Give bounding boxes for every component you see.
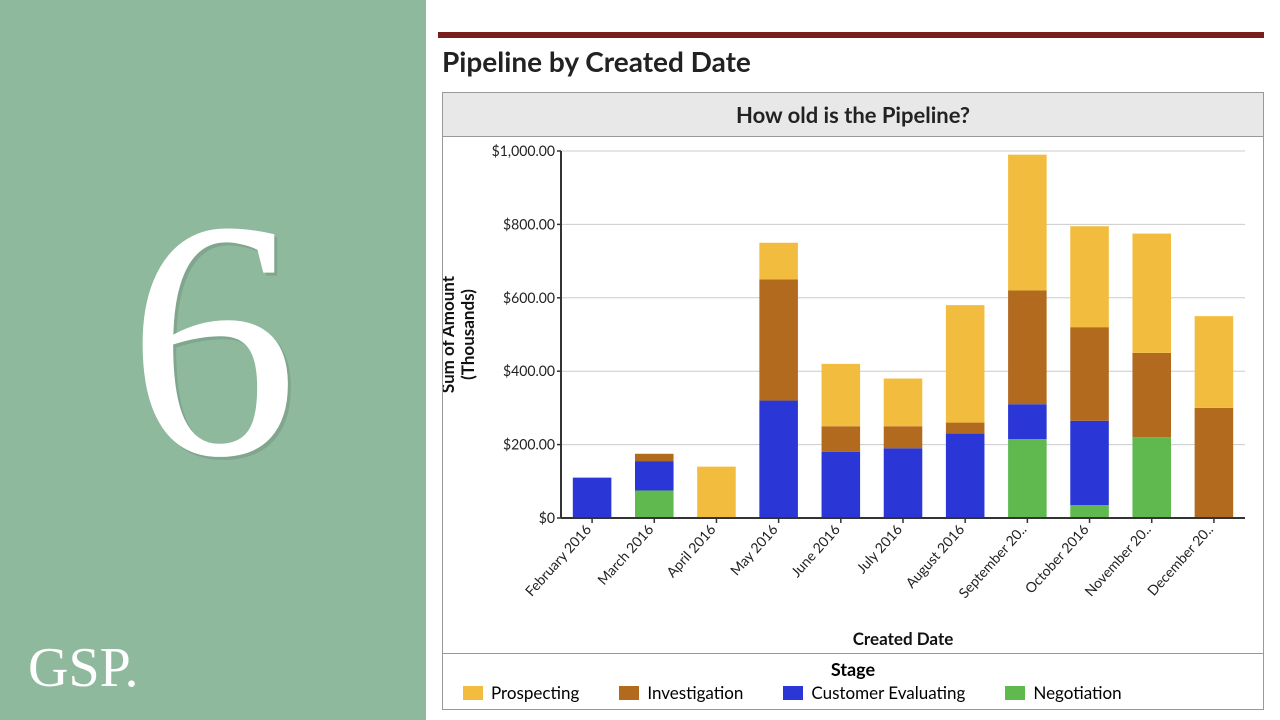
y-tick-label: $600.00: [503, 289, 555, 306]
bar-segment: [1008, 290, 1047, 404]
bar-segment: [1132, 353, 1171, 437]
bar-segment: [1070, 421, 1109, 505]
x-tick-label: August 2016: [902, 521, 968, 591]
bar-segment: [697, 467, 736, 518]
bar-segment: [635, 490, 674, 518]
legend-item-prospecting: Prospecting: [463, 682, 579, 703]
legend: Stage Prospecting Investigation Customer E…: [443, 653, 1263, 709]
left-panel: 6 GSP.: [0, 0, 426, 720]
bar-segment: [822, 452, 861, 518]
y-tick-label: $200.00: [503, 436, 555, 453]
bar-segment: [1132, 437, 1171, 518]
chart-container: How old is the Pipeline? $0 $200.00 $400.0…: [442, 92, 1264, 710]
legend-title: Stage: [453, 658, 1253, 680]
legend-swatch: [463, 686, 483, 700]
y-tick-label: $800.00: [503, 215, 555, 232]
legend-label: Investigation: [647, 682, 743, 703]
legend-items: Prospecting Investigation Customer Evaluat…: [453, 682, 1253, 703]
gsp-logo: GSP.: [28, 636, 139, 700]
bar-segment: [635, 461, 674, 490]
x-tick-label: March 2016: [594, 521, 657, 588]
y-axis-label: Sum of Amount(Thousands): [443, 275, 478, 393]
bar-segment: [573, 478, 612, 518]
legend-swatch: [1005, 686, 1025, 700]
page-title: Pipeline by Created Date: [442, 44, 751, 78]
bar-segment: [1008, 439, 1047, 518]
legend-label: Customer Evaluating: [811, 682, 965, 703]
bar-segment: [1008, 404, 1047, 439]
x-tick-label: October 2016: [1021, 521, 1092, 597]
legend-label: Negotiation: [1033, 682, 1121, 703]
y-tick-label: $400.00: [503, 362, 555, 379]
bar-segment: [946, 305, 985, 422]
bar-segment: [1008, 155, 1047, 291]
bar-segment: [1195, 408, 1234, 518]
slide-number: 6: [128, 170, 298, 510]
legend-item-customer_evaluating: Customer Evaluating: [783, 682, 965, 703]
x-tick-label: February 2016: [521, 521, 594, 600]
chart-svg: $0 $200.00 $400.00 $600.00 $800.00 $1,000.00 F…: [443, 137, 1263, 653]
accent-bar: [438, 32, 1264, 38]
y-tick-label: $1,000.00: [492, 142, 555, 159]
legend-item-negotiation: Negotiation: [1005, 682, 1121, 703]
y-tick-label: $0: [539, 509, 555, 526]
bar-segment: [759, 243, 798, 280]
bar-segment: [884, 448, 923, 518]
chart-title: How old is the Pipeline?: [443, 93, 1263, 137]
bar-segment: [1132, 234, 1171, 353]
bar-segment: [635, 454, 674, 461]
bar-segment: [759, 279, 798, 400]
legend-swatch: [783, 686, 803, 700]
bar-segment: [759, 401, 798, 518]
legend-swatch: [619, 686, 639, 700]
x-tick-label: June 2016: [787, 521, 843, 581]
x-tick-label: April 2016: [662, 521, 718, 581]
bar-segment: [884, 426, 923, 448]
bar-segment: [1070, 226, 1109, 327]
bar-segment: [822, 426, 861, 452]
right-panel: Pipeline by Created Date How old is the …: [426, 0, 1280, 720]
bar-segment: [1070, 327, 1109, 421]
bar-segment: [1195, 316, 1234, 408]
chart-plot: $0 $200.00 $400.00 $600.00 $800.00 $1,000.00 F…: [443, 137, 1263, 653]
x-tick-label: July 2016: [853, 521, 906, 577]
bar-segment: [884, 379, 923, 427]
x-axis-label: Created Date: [853, 628, 954, 649]
bar-segment: [946, 423, 985, 434]
bar-segment: [1070, 505, 1109, 518]
x-tick-label: December 20..: [1143, 521, 1216, 599]
bar-segment: [946, 434, 985, 518]
bar-segment: [822, 364, 861, 426]
legend-label: Prospecting: [491, 682, 579, 703]
legend-item-investigation: Investigation: [619, 682, 743, 703]
slide-frame: 6 GSP. Pipeline by Created Date How old …: [0, 0, 1280, 720]
x-tick-label: May 2016: [726, 521, 780, 579]
